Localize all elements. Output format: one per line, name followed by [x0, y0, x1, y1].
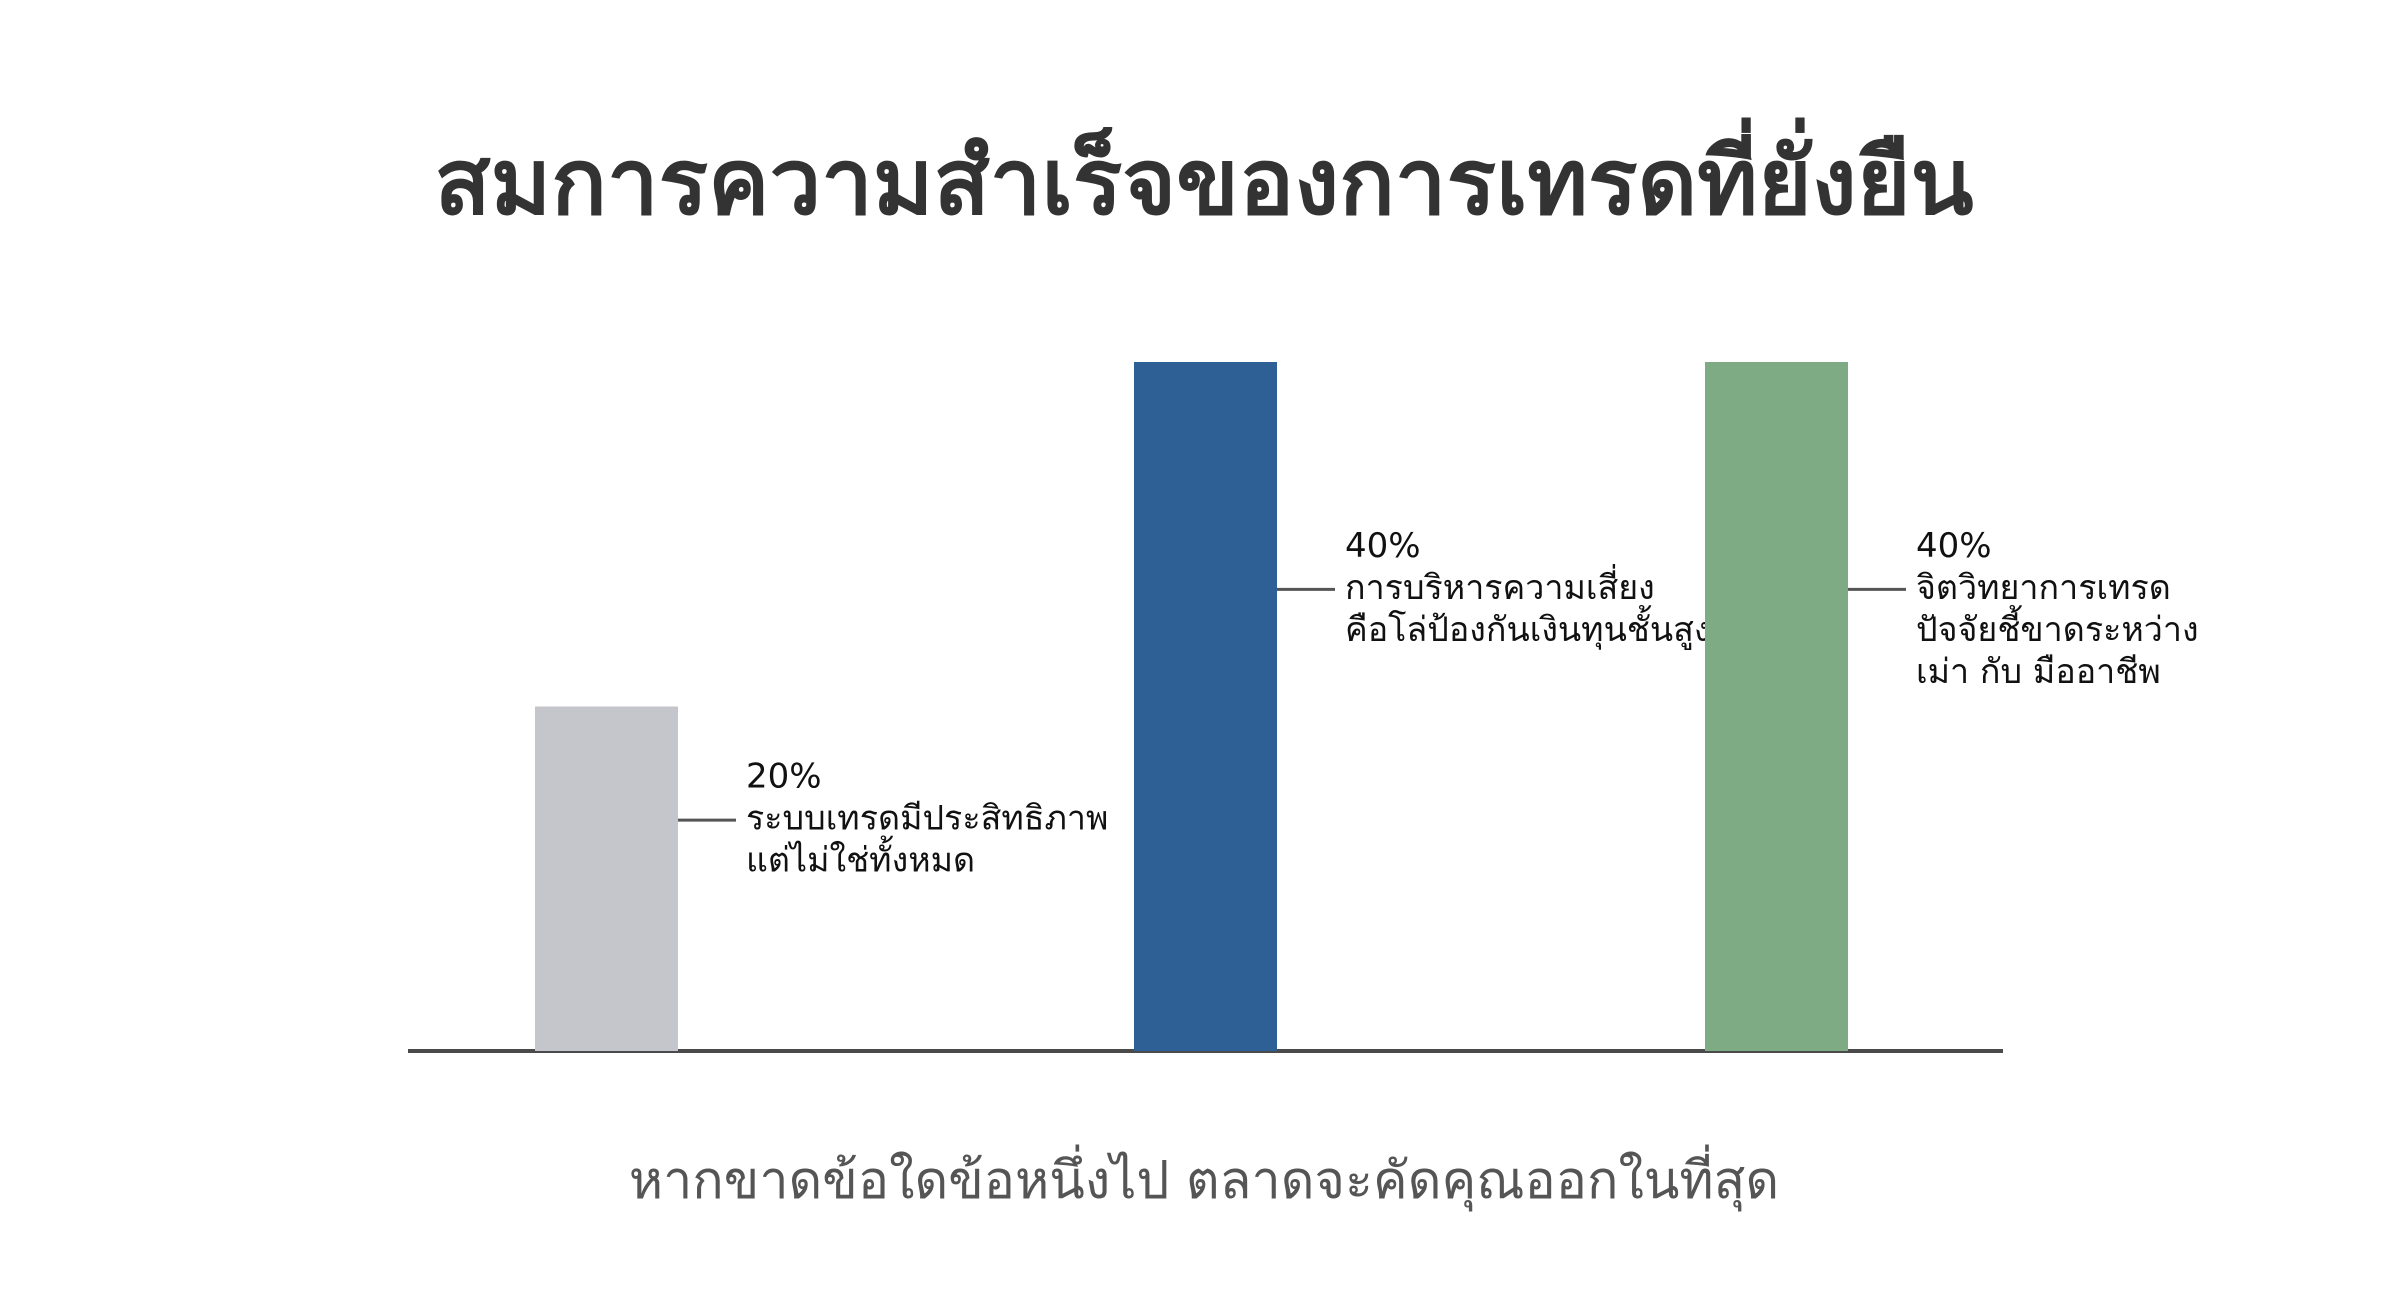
- bar-description: ปัจจัยชี้ขาดระหว่าง: [1916, 605, 2199, 650]
- bar-description: แต่ไม่ใช่ทั้งหมด: [746, 836, 975, 881]
- caption: หากขาดข้อใดข้อหนึ่งไป ตลาดจะคัดคุณออกในท…: [629, 1144, 1779, 1212]
- value-label: 40%: [1345, 526, 1421, 566]
- bar-description: การบริหารความเสี่ยง: [1345, 564, 1655, 608]
- chart-title: สมการความสำเร็จของการเทรดที่ยั่งยืน: [434, 116, 1973, 235]
- bar: [1134, 362, 1277, 1051]
- bar: [535, 706, 678, 1051]
- bar-description: เม่า กับ มืออาชีพ: [1916, 652, 2161, 692]
- bar-description: ระบบเทรดมีประสิทธิภาพ: [746, 799, 1108, 839]
- bar-description: จิตวิทยาการเทรด: [1916, 568, 2171, 608]
- value-label: 40%: [1916, 526, 1992, 566]
- value-label: 20%: [746, 757, 822, 797]
- bar: [1705, 362, 1848, 1051]
- bar-description: คือโล่ป้องกันเงินทุนชั้นสูง: [1345, 605, 1710, 650]
